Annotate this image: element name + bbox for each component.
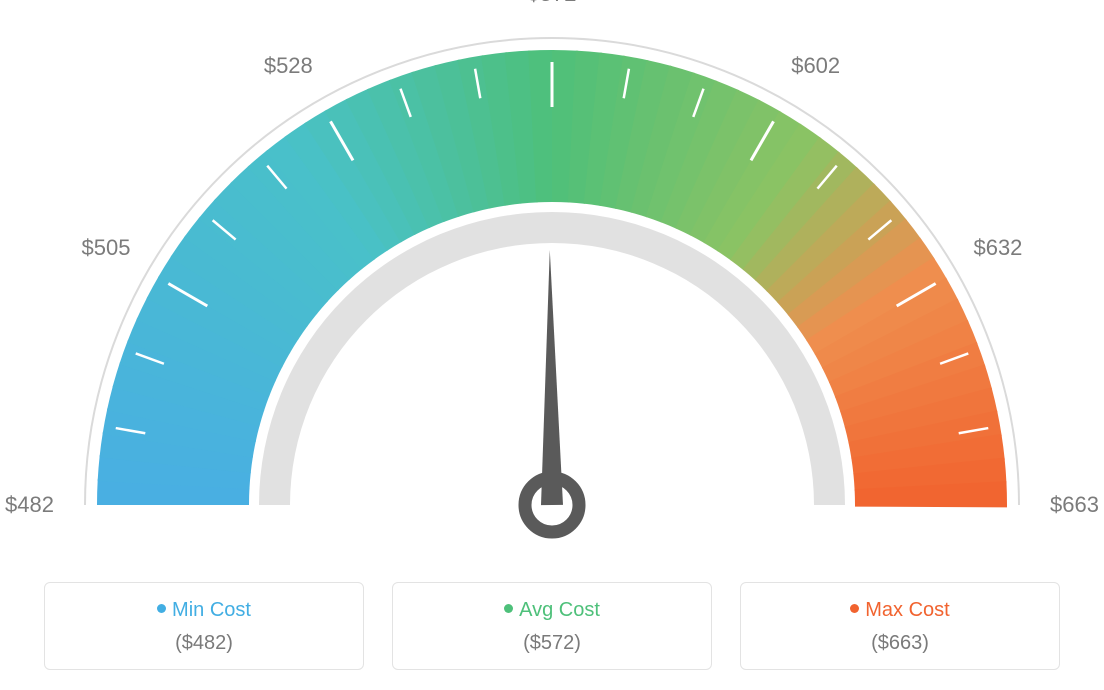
- gauge-tick-label: $528: [264, 53, 313, 79]
- legend-row: Min Cost ($482) Avg Cost ($572) Max Cost…: [0, 582, 1104, 670]
- cost-gauge: [0, 0, 1104, 560]
- legend-title-max: Max Cost: [751, 599, 1049, 622]
- legend-dot-min: [157, 604, 166, 613]
- gauge-tick-label: $602: [791, 53, 840, 79]
- legend-value-avg: ($572): [403, 632, 701, 655]
- gauge-needle: [541, 250, 563, 505]
- gauge-tick-label: $632: [973, 235, 1022, 261]
- legend-dot-max: [850, 604, 859, 613]
- legend-card-min: Min Cost ($482): [44, 582, 364, 670]
- legend-label-avg: Avg Cost: [519, 599, 600, 621]
- gauge-tick-label: $482: [5, 492, 54, 518]
- legend-title-avg: Avg Cost: [403, 599, 701, 622]
- legend-label-min: Min Cost: [172, 599, 251, 621]
- gauge-container: $482 $505 $528 $572 $602 $632 $663: [0, 0, 1104, 560]
- legend-card-avg: Avg Cost ($572): [392, 582, 712, 670]
- legend-label-max: Max Cost: [865, 599, 949, 621]
- gauge-tick-label: $663: [1050, 492, 1099, 518]
- legend-card-max: Max Cost ($663): [740, 582, 1060, 670]
- gauge-tick-label: $572: [528, 0, 577, 7]
- legend-dot-avg: [504, 604, 513, 613]
- legend-value-max: ($663): [751, 632, 1049, 655]
- gauge-tick-label: $505: [82, 235, 131, 261]
- legend-value-min: ($482): [55, 632, 353, 655]
- legend-title-min: Min Cost: [55, 599, 353, 622]
